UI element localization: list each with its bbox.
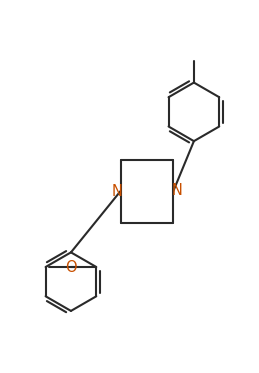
- Text: N: N: [112, 184, 123, 199]
- Text: N: N: [171, 183, 182, 198]
- Text: O: O: [66, 260, 77, 275]
